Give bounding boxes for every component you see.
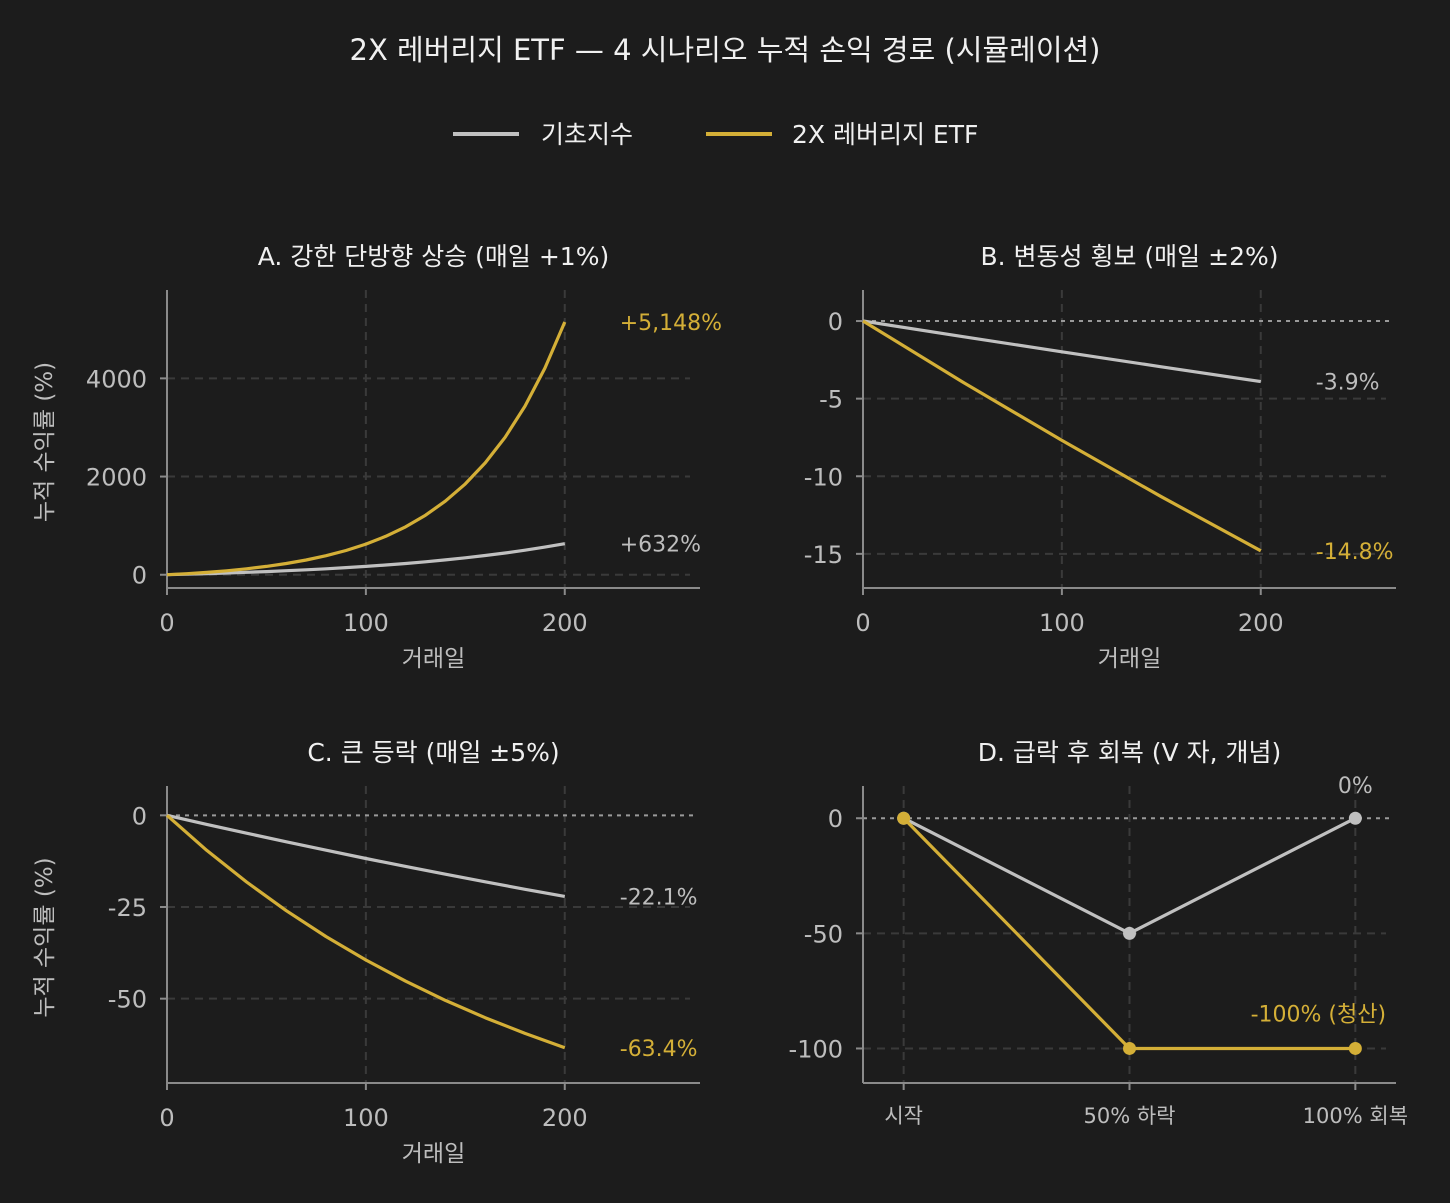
panel-b: 0 100 200 0 -5 -10 -15 B. 변동성 횡보 (매일 ±2%) 거래일 -3.… xyxy=(804,242,1396,672)
panel-a-base-end-label: +632% xyxy=(620,533,701,558)
panel-a-x-tick-label: 100 xyxy=(343,609,389,637)
panel-c-etf-line xyxy=(165,814,566,1050)
panel-a-etf-end-label: +5,148% xyxy=(620,311,722,336)
panel-d-base-point xyxy=(1348,811,1362,825)
panel-a-y-tick-label: 0 xyxy=(132,562,147,590)
panel-a-etf-line xyxy=(166,321,567,577)
panel-d-title: D. 급락 후 회복 (V 자, 개념) xyxy=(978,738,1281,767)
panel-c-title: C. 큰 등락 (매일 ±5%) xyxy=(307,738,559,767)
legend-label-base: 기초지수 xyxy=(541,120,633,149)
panel-d-etf-point xyxy=(897,811,911,825)
chart-title: 2X 레버리지 ETF — 4 시나리오 누적 손익 경로 (시뮬레이션) xyxy=(350,33,1101,67)
panel-d-etf-end-label: -100% (청산) xyxy=(1251,1002,1386,1027)
panel-d-etf-point xyxy=(1123,1041,1136,1055)
panel-c: 0 100 200 0 -25 -50 C. 큰 등락 (매일 ±5%) 거래일 누적 수익률 … xyxy=(32,738,700,1167)
panel-b-x-tick-label: 200 xyxy=(1238,609,1284,637)
panel-b-etf-end-label: -14.8% xyxy=(1316,540,1394,565)
panel-c-base-end-label: -22.1% xyxy=(620,885,698,910)
panel-a-x-label: 거래일 xyxy=(402,646,465,672)
panel-c-y-label: 누적 수익률 (%) xyxy=(32,857,58,1017)
panel-c-x-tick-label: 200 xyxy=(542,1104,588,1132)
panel-a-x-tick-label: 0 xyxy=(159,609,174,637)
panel-d-y-tick-label: -50 xyxy=(804,920,843,948)
panel-d-base-point xyxy=(1123,926,1136,940)
panel-c-x-label: 거래일 xyxy=(402,1141,465,1167)
panel-b-y-tick-label: 0 xyxy=(828,308,843,336)
panel-a-base-line xyxy=(166,542,566,577)
panel-b-title: B. 변동성 횡보 (매일 ±2%) xyxy=(980,242,1278,271)
panel-b-y-tick-label: -5 xyxy=(819,386,843,414)
legend: 기초지수 2X 레버리지 ETF xyxy=(453,120,978,149)
panel-b-base-end-label: -3.9% xyxy=(1316,371,1380,396)
panel-b-base-line xyxy=(862,319,1262,384)
panel-c-y-tick-label: -50 xyxy=(108,986,147,1014)
panel-b-x-tick-label: 0 xyxy=(855,609,870,637)
panel-c-etf-end-label: -63.4% xyxy=(620,1037,698,1062)
legend-label-etf: 2X 레버리지 ETF xyxy=(792,120,978,149)
panel-a-y-label: 누적 수익률 (%) xyxy=(32,362,58,522)
panel-c-y-tick-label: 0 xyxy=(132,802,147,830)
panel-d-y-tick-label: -100 xyxy=(789,1035,843,1063)
panel-c-x-tick-label: 0 xyxy=(159,1104,174,1132)
panel-d: 시작 50% 하락 100% 회복 0 -50 -100 D. 급락 후 회복 (V 자, … xyxy=(789,738,1408,1128)
panel-d-x-tick-label: 50% 하락 xyxy=(1084,1104,1176,1128)
panel-b-y-tick-label: -15 xyxy=(804,541,843,569)
panel-d-base-end-label: 0% xyxy=(1338,774,1373,799)
panel-d-y-tick-label: 0 xyxy=(828,805,843,833)
panel-c-base-line xyxy=(166,813,566,898)
panel-a-x-tick-label: 200 xyxy=(542,609,588,637)
panel-d-x-tick-label: 100% 회복 xyxy=(1303,1104,1408,1128)
panel-b-etf-line xyxy=(862,319,1262,553)
panel-b-y-tick-label: -10 xyxy=(804,463,843,491)
panel-b-x-tick-label: 100 xyxy=(1039,609,1085,637)
panel-c-x-tick-label: 100 xyxy=(343,1104,389,1132)
panel-d-x-tick-label: 시작 xyxy=(884,1104,923,1128)
panel-b-x-label: 거래일 xyxy=(1098,646,1161,672)
panel-a-y-tick-label: 4000 xyxy=(86,365,147,393)
panel-c-y-tick-label: -25 xyxy=(108,894,147,922)
panel-a-title: A. 강한 단방향 상승 (매일 +1%) xyxy=(258,242,609,271)
panel-d-etf-point xyxy=(1348,1041,1362,1055)
panel-a-y-tick-label: 2000 xyxy=(86,464,147,492)
